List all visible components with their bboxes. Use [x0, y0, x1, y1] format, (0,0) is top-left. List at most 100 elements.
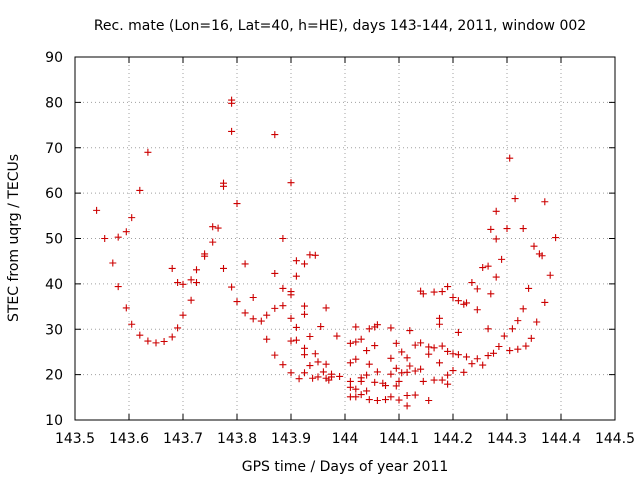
data-point	[279, 361, 287, 369]
data-point	[373, 321, 381, 329]
x-tick-label: 143.9	[271, 431, 311, 447]
data-points	[93, 96, 560, 410]
data-point	[449, 293, 457, 301]
data-point	[233, 298, 241, 306]
data-point	[336, 372, 344, 380]
data-point	[444, 371, 452, 379]
data-point	[387, 324, 395, 332]
tick-labels: 143.5 143.6 143.7 143.8 143.9 144 144.1 144.2 14…	[45, 50, 635, 447]
data-point	[371, 378, 379, 386]
data-point	[525, 284, 533, 292]
x-tick-label: 143.5	[55, 431, 95, 447]
data-point	[395, 377, 403, 385]
data-point	[490, 349, 497, 357]
data-point	[214, 224, 222, 232]
data-point	[346, 359, 354, 367]
data-point	[425, 396, 433, 404]
data-point	[484, 262, 492, 270]
grid-lines	[75, 57, 615, 420]
data-point	[417, 365, 425, 373]
y-tick-label: 50	[45, 232, 63, 248]
data-point	[279, 302, 287, 310]
x-tick-label: 143.8	[217, 431, 257, 447]
data-point	[449, 350, 457, 358]
data-point	[406, 362, 414, 370]
data-point	[460, 368, 468, 376]
data-point	[168, 333, 176, 341]
y-axis-title: STEC from uqrg / TECUs	[6, 154, 22, 322]
data-point	[352, 323, 360, 331]
data-point	[271, 351, 279, 359]
x-tick-label: 144.4	[541, 431, 581, 447]
data-point	[346, 383, 354, 391]
data-point	[444, 347, 452, 355]
data-point	[492, 273, 500, 281]
y-tick-label: 80	[45, 95, 63, 111]
x-tick-label: 143.6	[109, 431, 149, 447]
data-point	[514, 345, 522, 353]
data-point	[352, 355, 360, 363]
data-point	[533, 318, 541, 326]
data-point	[311, 350, 319, 358]
x-tick-label: 144.2	[433, 431, 473, 447]
data-point	[193, 279, 200, 287]
data-point	[468, 360, 476, 368]
data-point	[306, 362, 314, 370]
data-point	[136, 186, 144, 194]
data-point	[519, 225, 527, 233]
y-tick-label: 60	[45, 186, 63, 202]
data-point	[373, 368, 381, 376]
data-point	[430, 288, 438, 296]
data-point	[122, 304, 130, 312]
data-point	[387, 370, 395, 378]
data-point	[463, 299, 470, 307]
data-point	[365, 360, 373, 368]
chart-title: Rec. mate (Lon=16, Lat=40, h=HE), days 1…	[94, 18, 586, 34]
data-point	[257, 317, 265, 325]
data-point	[333, 332, 341, 340]
data-point	[352, 385, 360, 393]
data-point	[492, 235, 500, 243]
data-point	[484, 352, 492, 360]
data-point	[436, 320, 443, 328]
data-point	[363, 371, 371, 379]
data-point	[179, 280, 187, 288]
data-point	[398, 348, 406, 356]
data-point	[292, 323, 300, 331]
data-point	[295, 375, 303, 383]
data-point	[346, 377, 354, 385]
data-point	[128, 214, 136, 222]
y-tick-label: 40	[45, 277, 63, 293]
data-point	[395, 396, 403, 404]
data-point	[406, 327, 414, 335]
data-point	[279, 235, 287, 242]
y-tick-label: 90	[45, 50, 63, 66]
data-point	[473, 355, 481, 363]
data-point	[114, 283, 122, 291]
data-point	[241, 309, 249, 317]
data-point	[179, 311, 187, 319]
data-point	[287, 314, 295, 322]
data-point	[492, 207, 500, 215]
data-point	[101, 235, 109, 242]
data-point	[271, 131, 279, 139]
data-point	[220, 182, 227, 190]
data-point	[301, 369, 308, 377]
data-point	[538, 252, 546, 260]
x-tick-label: 144.5	[595, 431, 635, 447]
data-point	[144, 148, 152, 156]
data-point	[292, 272, 300, 280]
data-point	[93, 206, 101, 214]
data-point	[187, 296, 195, 304]
data-point	[357, 391, 365, 399]
data-point	[371, 342, 379, 350]
data-point	[487, 290, 495, 298]
data-point	[438, 342, 446, 350]
data-point	[314, 373, 322, 381]
data-point	[363, 387, 371, 395]
data-point	[174, 279, 182, 287]
data-point	[287, 179, 295, 187]
data-point	[436, 359, 443, 367]
data-point	[152, 339, 160, 347]
